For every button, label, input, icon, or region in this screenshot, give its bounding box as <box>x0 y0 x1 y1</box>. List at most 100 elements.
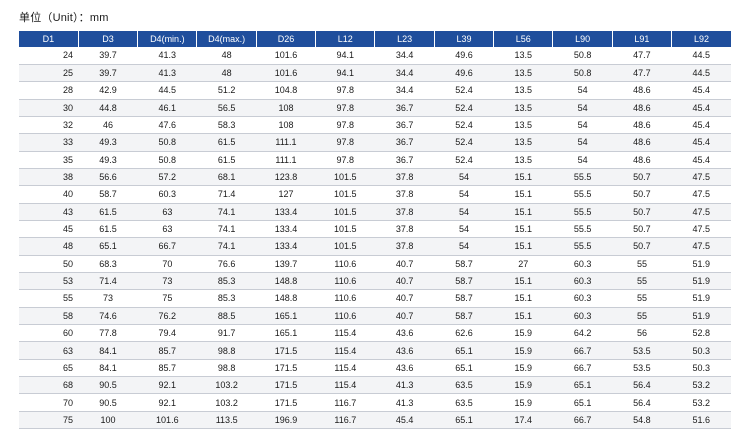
table-cell: 49.3 <box>78 151 138 169</box>
table-row: 43 61.5 63 74.1 133.4 101.5 37.8 54 15.1 55.5 50.7… <box>19 203 731 221</box>
table-cell: 79.4 <box>137 324 197 343</box>
table-cell: 15.9 <box>493 324 553 343</box>
table-cell: 58.7 <box>434 307 494 326</box>
table-cell: 56.6 <box>78 168 138 187</box>
table-cell: 41.3 <box>374 393 435 412</box>
table-cell: 15.9 <box>493 359 553 378</box>
table-row: 38 56.6 57.2 68.1 123.8 101.5 37.8 54 15.1 55.5 50… <box>19 168 731 187</box>
table-cell: 15.1 <box>493 237 553 256</box>
table-cell: 43.6 <box>374 359 435 378</box>
column-header: D4(min.) <box>137 31 198 47</box>
table-row: 30 44.8 46.1 56.5 108 97.8 36.7 52.4 13.5 54 48.6 4… <box>19 99 731 117</box>
table-cell: 57.2 <box>137 168 197 187</box>
table-cell: 51.6 <box>671 411 731 430</box>
table-cell: 51.9 <box>671 272 731 291</box>
table-cell: 13.5 <box>493 133 553 152</box>
table-cell: 66.7 <box>137 237 197 256</box>
table-cell: 43.6 <box>374 341 435 360</box>
table-cell: 50.3 <box>671 359 731 378</box>
table-row: 50 68.3 70 76.6 139.7 110.6 40.7 58.7 27 60.3 55 51… <box>19 255 731 273</box>
table-cell: 40.7 <box>374 272 435 291</box>
table-cell: 58.7 <box>434 272 494 291</box>
column-header: L56 <box>493 31 554 47</box>
table-cell: 76.2 <box>137 307 197 326</box>
table-cell: 97.8 <box>315 133 375 152</box>
table-cell: 54.8 <box>612 411 672 430</box>
table-cell: 76.6 <box>196 255 257 273</box>
table-cell: 61.5 <box>78 203 138 221</box>
table-cell: 15.1 <box>493 220 553 239</box>
column-header: L39 <box>434 31 495 47</box>
table-cell: 41.3 <box>374 376 435 395</box>
table-cell: 43 <box>19 203 79 221</box>
column-header: D26 <box>256 31 317 47</box>
column-header: L92 <box>694 34 710 44</box>
table-cell: 63 <box>19 341 79 360</box>
table-cell: 116.7 <box>315 411 375 430</box>
table-cell: 115.4 <box>315 359 375 378</box>
table-cell: 101.5 <box>315 185 375 204</box>
table-cell: 52.8 <box>671 324 731 343</box>
table-cell: 63 <box>137 203 197 221</box>
table-cell: 111.1 <box>256 133 316 152</box>
table-cell: 35 <box>19 151 79 169</box>
table-cell: 110.6 <box>315 272 375 291</box>
table-cell: 52.4 <box>434 133 494 152</box>
table-cell: 53.2 <box>671 376 731 395</box>
table-cell: 47.5 <box>671 168 731 187</box>
table-cell: 97.8 <box>315 151 375 169</box>
table-cell: 65.1 <box>434 411 494 430</box>
table-row: 60 77.8 79.4 91.7 165.1 115.4 43.6 62.6 15.9 64.2… <box>19 324 731 343</box>
table-row: 58 74.6 76.2 88.5 165.1 110.6 40.7 58.7 15.1 60.3… <box>19 307 731 326</box>
table-cell: 54 <box>434 237 494 256</box>
table-cell: 50.3 <box>671 341 731 360</box>
table-cell: 13.5 <box>493 47 553 65</box>
table-row: 45 61.5 63 74.1 133.4 101.5 37.8 54 15.1 55.5 50.7… <box>19 220 731 239</box>
table-cell: 108 <box>256 99 316 117</box>
table-cell: 37.8 <box>374 237 435 256</box>
table-row: 33 49.3 50.8 61.5 111.1 97.8 36.7 52.4 13.5 54 48.… <box>19 133 731 152</box>
table-cell: 68 <box>19 376 79 395</box>
table-cell: 46.1 <box>137 99 197 117</box>
table-cell: 54 <box>552 151 613 169</box>
table-cell: 45.4 <box>671 151 731 169</box>
table-cell: 133.4 <box>256 203 316 221</box>
table-cell: 55.5 <box>552 185 613 204</box>
table-cell: 24 <box>19 47 79 65</box>
table-cell: 133.4 <box>256 220 316 239</box>
table-cell: 48 <box>19 237 79 256</box>
table-cell: 15.1 <box>493 289 553 308</box>
unit-label: 单位（Unit）：mm <box>19 12 109 24</box>
table-cell: 70 <box>19 393 79 412</box>
table-cell: 77.8 <box>78 324 138 343</box>
table-row: 48 65.1 66.7 74.1 133.4 101.5 37.8 54 15.1 55.5 50… <box>19 237 731 256</box>
table-cell: 98.8 <box>196 341 257 360</box>
table-cell: 85.3 <box>196 289 257 308</box>
table-row: 35 49.3 50.8 61.5 111.1 97.8 36.7 52.4 13.5 54 48.… <box>19 151 731 169</box>
table-cell: 44.8 <box>78 99 138 117</box>
table-cell: 15.1 <box>493 168 553 187</box>
table-cell: 55 <box>612 307 672 326</box>
table-cell: 55.5 <box>552 237 613 256</box>
table-cell: 45.4 <box>671 133 731 152</box>
table-cell: 52.4 <box>434 99 494 117</box>
table-cell: 55 <box>612 272 672 291</box>
table-cell: 52.4 <box>434 116 494 135</box>
table-cell: 74.1 <box>196 203 257 221</box>
table-cell: 33 <box>19 133 79 152</box>
table-cell: 54 <box>434 220 494 239</box>
table-row: 68 90.5 92.1 103.2 171.5 115.4 41.3 63.5 15.9 65.… <box>19 376 731 395</box>
table-cell: 101.6 <box>256 47 316 65</box>
table-cell: 108 <box>256 116 316 135</box>
table-cell: 40 <box>19 185 79 204</box>
table-cell: 133.4 <box>256 237 316 256</box>
table-cell: 36.7 <box>374 99 435 117</box>
table-cell: 73 <box>78 289 138 308</box>
table-cell: 44.5 <box>137 81 197 100</box>
table-cell: 15.9 <box>493 393 553 412</box>
table-cell: 65.1 <box>552 393 613 412</box>
table-cell: 55 <box>19 289 79 308</box>
table-cell: 54 <box>434 203 494 221</box>
table-cell: 63.5 <box>434 393 494 412</box>
table-cell: 58.7 <box>434 255 494 273</box>
